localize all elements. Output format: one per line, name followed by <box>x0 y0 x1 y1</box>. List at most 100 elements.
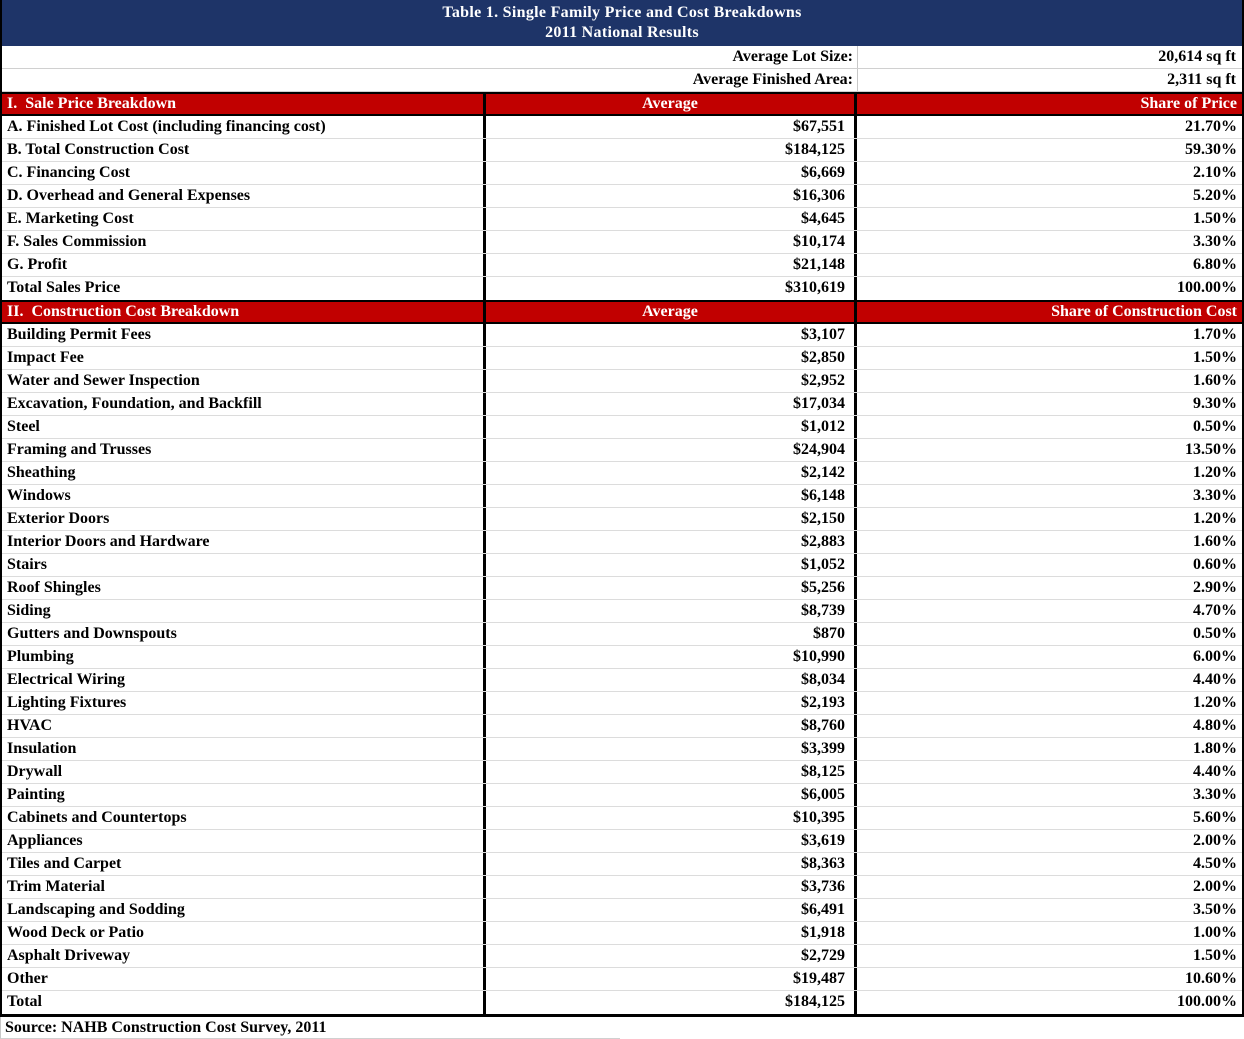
table-row: Excavation, Foundation, and Backfill $17,… <box>2 393 1242 416</box>
table-row: Siding $8,739 4.70% <box>2 600 1242 623</box>
row-share-value: 1.20% <box>1193 510 1237 527</box>
row-label: Appliances <box>2 830 486 852</box>
row-share-value: 0.60% <box>1193 556 1237 573</box>
row-average-value: $6,669 <box>486 162 857 184</box>
table-title-band: Table 1. Single Family Price and Cost Br… <box>2 0 1242 46</box>
table-row: Sheathing $2,142 1.20% <box>2 462 1242 485</box>
row-average-value: $870 <box>486 623 857 645</box>
table-row: Gutters and Downspouts $870 0.50% <box>2 623 1242 646</box>
row-average-value: $8,125 <box>486 761 857 783</box>
table-row: Appliances $3,619 2.00% <box>2 830 1242 853</box>
row-label: Roof Shingles <box>2 577 486 599</box>
row-average-value: $3,619 <box>486 830 857 852</box>
row-share-value: 4.40% <box>1193 763 1237 780</box>
row-label: Siding <box>2 600 486 622</box>
table-row: HVAC $8,760 4.80% <box>2 715 1242 738</box>
row-label: B. Total Construction Cost <box>2 139 486 161</box>
row-share-value: 5.20% <box>1193 187 1237 204</box>
table-row: Tiles and Carpet $8,363 4.50% <box>2 853 1242 876</box>
table-row: Impact Fee $2,850 1.50% <box>2 347 1242 370</box>
row-share-value: 10.60% <box>1185 970 1237 987</box>
row-average-value: $21,148 <box>486 254 857 276</box>
table-row: Plumbing $10,990 6.00% <box>2 646 1242 669</box>
row-average-value: $10,174 <box>486 231 857 253</box>
table-row: A. Finished Lot Cost (including financin… <box>2 116 1242 139</box>
table-row: Stairs $1,052 0.60% <box>2 554 1242 577</box>
section-header-share: Share of Construction Cost <box>1051 303 1237 320</box>
average-lot-size-value: 20,614 sq ft <box>1158 48 1236 65</box>
row-average-value: $2,193 <box>486 692 857 714</box>
row-label: Excavation, Foundation, and Backfill <box>2 393 486 415</box>
table-title-line2: 2011 National Results <box>545 24 699 41</box>
construction-cost-section-header: II. Construction Cost Breakdown Average … <box>2 300 1242 324</box>
source-note: Source: NAHB Construction Cost Survey, 2… <box>0 1017 620 1039</box>
table-row: Trim Material $3,736 2.00% <box>2 876 1242 899</box>
row-label: Impact Fee <box>2 347 486 369</box>
table-row: Framing and Trusses $24,904 13.50% <box>2 439 1242 462</box>
row-label: Water and Sewer Inspection <box>2 370 486 392</box>
section-header-average: Average <box>486 94 857 114</box>
row-average-value: $5,256 <box>486 577 857 599</box>
row-share-value: 1.50% <box>1193 947 1237 964</box>
row-label: Gutters and Downspouts <box>2 623 486 645</box>
table-row: Total $184,125 100.00% <box>2 991 1242 1014</box>
average-lot-size-row: Average Lot Size: 20,614 sq ft <box>2 46 1242 69</box>
row-average-value: $8,034 <box>486 669 857 691</box>
table-row: Windows $6,148 3.30% <box>2 485 1242 508</box>
row-share-value: 6.80% <box>1193 256 1237 273</box>
average-finished-area-row: Average Finished Area: 2,311 sq ft <box>2 69 1242 92</box>
table-row: Electrical Wiring $8,034 4.40% <box>2 669 1242 692</box>
table-row: Cabinets and Countertops $10,395 5.60% <box>2 807 1242 830</box>
row-average-value: $2,952 <box>486 370 857 392</box>
row-label: Cabinets and Countertops <box>2 807 486 829</box>
row-average-value: $3,399 <box>486 738 857 760</box>
row-average-value: $2,150 <box>486 508 857 530</box>
row-share-value: 3.50% <box>1193 901 1237 918</box>
table-row: Asphalt Driveway $2,729 1.50% <box>2 945 1242 968</box>
construction-cost-rows: Building Permit Fees $3,107 1.70% Impact Fe… <box>2 324 1242 1014</box>
table-row: Interior Doors and Hardware $2,883 1.60% <box>2 531 1242 554</box>
row-share-value: 3.30% <box>1193 233 1237 250</box>
table-row: Other $19,487 10.60% <box>2 968 1242 991</box>
row-average-value: $67,551 <box>486 116 857 138</box>
section-header-share: Share of Price <box>1140 95 1237 112</box>
row-label: Painting <box>2 784 486 806</box>
table-row: Water and Sewer Inspection $2,952 1.60% <box>2 370 1242 393</box>
row-share-value: 1.00% <box>1193 924 1237 941</box>
row-share-value: 2.10% <box>1193 164 1237 181</box>
row-label: Total Sales Price <box>2 277 486 300</box>
row-share-value: 6.00% <box>1193 648 1237 665</box>
row-average-value: $24,904 <box>486 439 857 461</box>
row-average-value: $8,363 <box>486 853 857 875</box>
row-label: Other <box>2 968 486 990</box>
row-label: Steel <box>2 416 486 438</box>
table-row: F. Sales Commission $10,174 3.30% <box>2 231 1242 254</box>
row-label: Landscaping and Sodding <box>2 899 486 921</box>
row-share-value: 2.00% <box>1193 832 1237 849</box>
row-label: Drywall <box>2 761 486 783</box>
row-label: Trim Material <box>2 876 486 898</box>
row-average-value: $10,395 <box>486 807 857 829</box>
row-average-value: $2,142 <box>486 462 857 484</box>
row-share-value: 21.70% <box>1185 118 1237 135</box>
row-label: Plumbing <box>2 646 486 668</box>
average-lot-size-label: Average Lot Size: <box>2 46 858 68</box>
table-row: E. Marketing Cost $4,645 1.50% <box>2 208 1242 231</box>
table-row: C. Financing Cost $6,669 2.10% <box>2 162 1242 185</box>
table-row: Building Permit Fees $3,107 1.70% <box>2 324 1242 347</box>
table-row: Lighting Fixtures $2,193 1.20% <box>2 692 1242 715</box>
row-share-value: 1.60% <box>1193 372 1237 389</box>
row-label: Interior Doors and Hardware <box>2 531 486 553</box>
row-share-value: 0.50% <box>1193 625 1237 642</box>
row-average-value: $1,012 <box>486 416 857 438</box>
row-share-value: 3.30% <box>1193 487 1237 504</box>
row-share-value: 2.00% <box>1193 878 1237 895</box>
table-row: D. Overhead and General Expenses $16,306 5… <box>2 185 1242 208</box>
row-average-value: $17,034 <box>486 393 857 415</box>
row-label: E. Marketing Cost <box>2 208 486 230</box>
row-label: Total <box>2 991 486 1014</box>
table-row: Steel $1,012 0.50% <box>2 416 1242 439</box>
row-average-value: $3,107 <box>486 324 857 346</box>
table-row: Roof Shingles $5,256 2.90% <box>2 577 1242 600</box>
row-share-value: 4.80% <box>1193 717 1237 734</box>
